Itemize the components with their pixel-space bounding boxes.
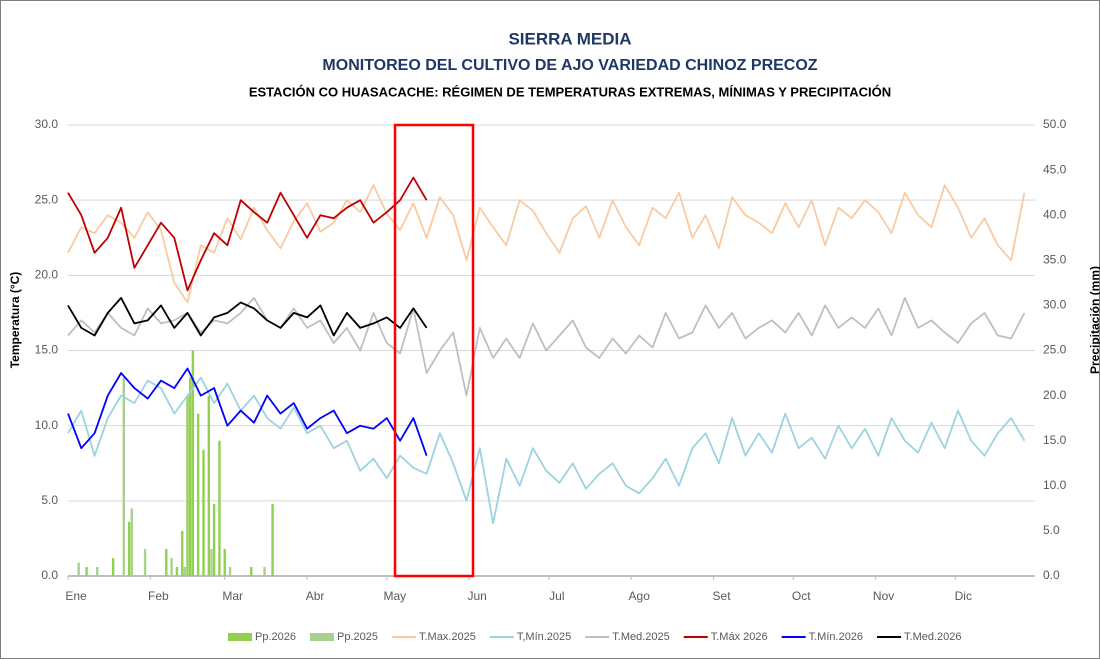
bar [223, 548, 226, 576]
bar [183, 566, 187, 576]
bar [250, 566, 253, 576]
x-tick-label: Nov [873, 589, 894, 603]
y2-tick-label: 20.0 [1043, 388, 1067, 402]
bar [181, 530, 184, 576]
y-tick-label: 5.0 [41, 493, 58, 507]
y-axis-title: Temperatura (°C) [8, 272, 22, 369]
y2-tick-label: 15.0 [1043, 433, 1067, 447]
x-tick-label: Set [713, 589, 732, 603]
y2-tick-label: 45.0 [1043, 162, 1067, 176]
chart-title: SIERRA MEDIA [508, 29, 631, 48]
bar [85, 566, 88, 576]
bar [186, 395, 189, 576]
legend-swatch [228, 633, 252, 641]
bar [210, 548, 213, 576]
line [67, 297, 428, 337]
legend-swatch [309, 633, 334, 641]
bar [228, 566, 232, 576]
x-tick-label: Dic [955, 589, 972, 603]
x-tick-label: Jul [549, 589, 564, 603]
highlight-box [393, 123, 475, 578]
bar [170, 557, 173, 576]
bar [143, 548, 147, 576]
x-tick-label: Abr [306, 589, 325, 603]
x-tick-label: Oct [792, 589, 811, 603]
legend-label: T.Máx 2026 [711, 631, 768, 643]
bar [111, 557, 115, 576]
legend-label: T.Med.2026 [904, 631, 961, 643]
y2-tick-label: 5.0 [1043, 523, 1060, 537]
y2-axis-title: Precipitación (mm) [1088, 266, 1100, 374]
bar [196, 413, 200, 576]
bar [212, 503, 216, 576]
y-tick-label: 10.0 [35, 418, 59, 432]
line [67, 376, 1026, 525]
line [67, 297, 1026, 397]
bar [263, 566, 266, 576]
y2-tick-label: 10.0 [1043, 478, 1067, 492]
x-tick-label: Mar [222, 589, 243, 603]
x-tick-label: May [383, 589, 406, 603]
x-tick-label: Jun [467, 589, 486, 603]
bar [96, 566, 99, 576]
x-tick-label: Ene [65, 589, 87, 603]
legend-label: Pp.2026 [255, 631, 296, 643]
bar [175, 566, 179, 576]
y2-tick-label: 35.0 [1043, 252, 1067, 266]
bar [122, 377, 125, 576]
bar [77, 562, 80, 576]
bar [165, 548, 168, 576]
bar [191, 350, 195, 576]
bar [130, 508, 133, 576]
legend-label: T.Mín.2026 [809, 631, 863, 643]
line [67, 184, 1026, 304]
line [67, 367, 428, 456]
y2-tick-label: 40.0 [1043, 207, 1067, 221]
y-tick-label: 15.0 [35, 343, 59, 357]
legend-label: T,Mín.2025 [517, 631, 571, 643]
y2-tick-label: 30.0 [1043, 298, 1067, 312]
x-tick-label: Ago [629, 589, 651, 603]
y-tick-label: 25.0 [35, 192, 59, 206]
bar [202, 449, 205, 576]
bar [127, 521, 131, 576]
line [67, 176, 428, 292]
legend-label: Pp.2025 [337, 631, 378, 643]
bar [218, 440, 221, 576]
bar [207, 395, 210, 576]
bar [271, 503, 274, 576]
y-tick-label: 20.0 [35, 268, 59, 282]
bar [189, 377, 192, 576]
y2-tick-label: 50.0 [1043, 117, 1067, 131]
y-tick-label: 0.0 [41, 568, 58, 582]
y2-tick-label: 25.0 [1043, 343, 1067, 357]
y2-tick-label: 0.0 [1043, 568, 1060, 582]
legend-label: T.Max.2025 [419, 631, 476, 643]
y-tick-label: 30.0 [35, 117, 59, 131]
chart-subtitle: MONITOREO DEL CULTIVO DE AJO VARIEDAD CH… [322, 57, 817, 74]
x-tick-label: Feb [148, 589, 169, 603]
legend-label: T.Med.2025 [612, 631, 669, 643]
chart-subtitle: ESTACIÓN CO HUASACACHE: RÉGIMEN DE TEMPE… [249, 84, 891, 99]
